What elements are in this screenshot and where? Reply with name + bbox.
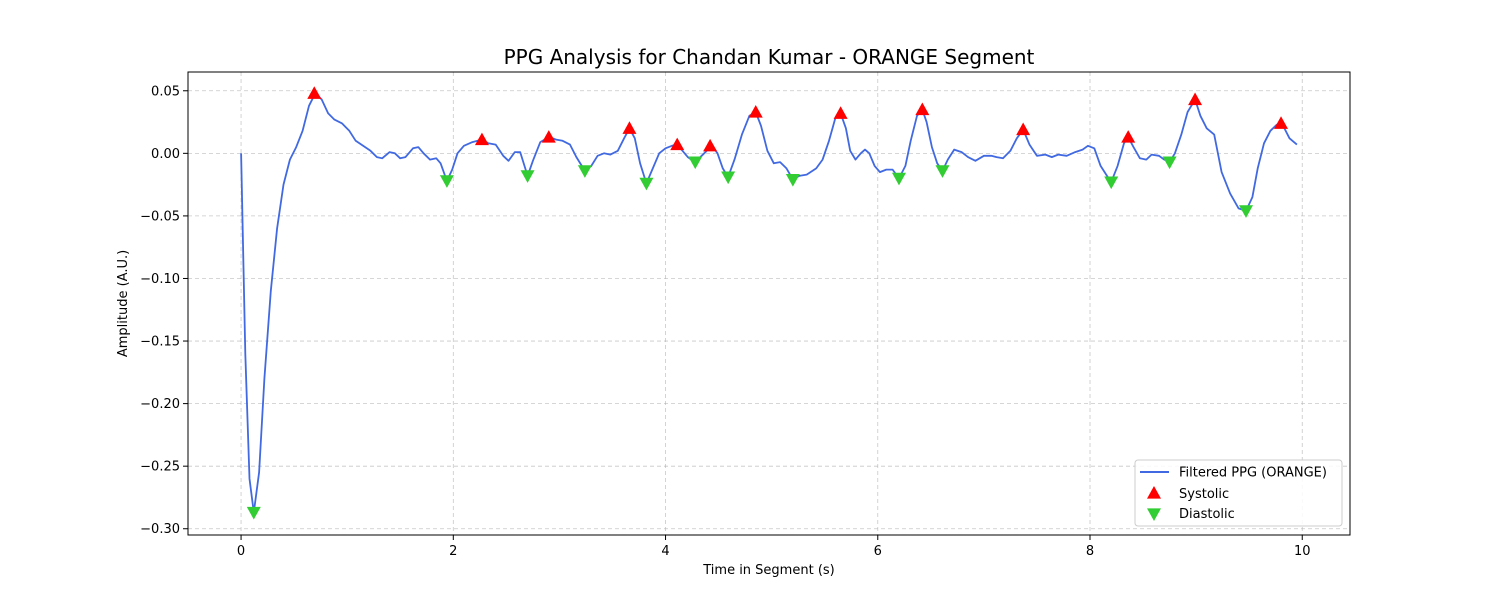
legend-label-filtered-ppg: Filtered PPG (ORANGE)	[1179, 466, 1327, 481]
diastolic-marker	[688, 156, 703, 170]
systolic-marker	[1121, 130, 1136, 143]
systolic-marker	[703, 138, 718, 152]
systolic-marker	[541, 130, 556, 143]
legend-diastolic-marker	[1147, 508, 1161, 521]
diastolic-marker	[721, 171, 736, 185]
systolic-marker	[670, 137, 685, 151]
diastolic-marker	[785, 174, 800, 187]
x-tick-label: 6	[874, 544, 882, 559]
x-axis-label: Time in Segment (s)	[702, 563, 834, 578]
systolic-marker	[622, 121, 637, 134]
legend-box	[1134, 459, 1343, 527]
axis-ticks: 0 2 4 6 8 10 0.05 0.00 −0.05 −0.10 −0.15 −0.20 −0.25…	[140, 84, 1310, 559]
systolic-marker	[474, 132, 489, 146]
y-tick-label: −0.30	[140, 522, 180, 537]
diastolic-marker	[520, 170, 535, 183]
series-layer	[240, 86, 1298, 520]
legend: Filtered PPG (ORANGE) Systolic Diastolic	[1134, 459, 1343, 527]
legend-label-diastolic: Diastolic	[1179, 507, 1235, 522]
diastolic-marker	[1239, 205, 1254, 218]
systolic-marker	[1188, 92, 1203, 106]
x-tick-label: 0	[237, 544, 245, 559]
diastolic-marker	[639, 177, 654, 191]
diastolic-marker	[1162, 156, 1177, 170]
y-tick-label: −0.20	[140, 397, 180, 412]
y-tick-label: 0.00	[151, 147, 180, 162]
systolic-marker	[915, 102, 930, 116]
x-tick-label: 8	[1086, 544, 1094, 559]
systolic-marker	[307, 86, 322, 99]
diastolic-marker	[891, 172, 906, 186]
y-axis-label: Amplitude (A.U.)	[116, 250, 131, 357]
diastolic-marker	[439, 175, 454, 188]
y-tick-label: 0.05	[151, 84, 180, 99]
legend-systolic-marker	[1147, 486, 1161, 499]
y-tick-label: −0.05	[140, 209, 180, 224]
systolic-marker	[1274, 116, 1289, 129]
y-tick-label: −0.15	[140, 335, 180, 350]
diastolic-marker	[1104, 176, 1119, 190]
systolic-marker	[833, 106, 848, 119]
y-tick-label: −0.25	[140, 460, 180, 475]
legend-label-systolic: Systolic	[1179, 487, 1229, 502]
series-line-filtered-ppg	[240, 92, 1298, 514]
x-tick-label: 10	[1294, 544, 1311, 559]
x-tick-label: 4	[661, 544, 669, 559]
diastolic-marker	[935, 165, 950, 178]
chart-title: PPG Analysis for Chandan Kumar - ORANGE …	[504, 45, 1035, 69]
diastolic-marker	[577, 165, 592, 178]
y-tick-label: −0.10	[140, 272, 180, 287]
x-tick-label: 2	[449, 544, 457, 559]
systolic-marker	[1016, 122, 1031, 136]
plot-area-frame	[187, 71, 1351, 536]
diastolic-marker	[246, 506, 261, 520]
systolic-marker	[748, 105, 763, 118]
